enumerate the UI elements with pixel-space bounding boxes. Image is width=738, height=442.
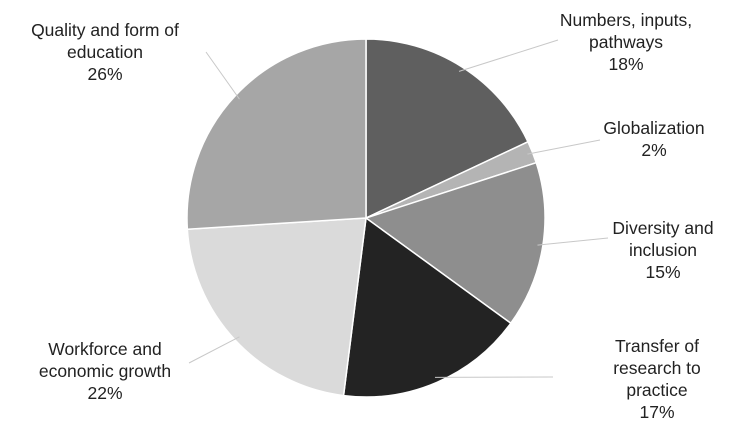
slice-percent-label: 17%: [639, 402, 674, 422]
slice-percent-label: 15%: [645, 262, 680, 282]
leader-line: [205, 51, 240, 100]
slice-name-label: practice: [626, 380, 687, 400]
pie-slice: [365, 38, 529, 220]
leader-line: [527, 139, 601, 155]
slice-percent-label: 26%: [87, 64, 122, 84]
slice-label: Workforce and economic growth 22%: [39, 339, 171, 403]
slice-name-label: education: [67, 42, 143, 62]
slice-label: Globalization 2%: [603, 118, 704, 160]
slice-label: Quality and form of education 26%: [31, 20, 179, 84]
slice-label: Diversity and inclusion 15%: [612, 218, 713, 282]
slice-name-label: inclusion: [629, 240, 697, 260]
slice-name-label: pathways: [589, 32, 663, 52]
slice-label: Transfer of research to practice 17%: [613, 336, 701, 422]
pie-slice: [186, 38, 367, 231]
slice-name-label: Transfer of: [615, 336, 699, 356]
leader-line: [458, 39, 559, 72]
slice-labels: Numbers, inputs, pathways 18% Globalization…: [31, 10, 714, 422]
slice-label: Numbers, inputs, pathways 18%: [560, 10, 692, 74]
leader-line: [188, 336, 240, 364]
slice-name-label: Diversity and: [612, 218, 713, 238]
slice-name-label: Globalization: [603, 118, 704, 138]
slice-name-label: economic growth: [39, 361, 171, 381]
slice-percent-label: 2%: [641, 140, 666, 160]
pie-slices: [186, 38, 546, 398]
pie-slice: [186, 217, 367, 397]
slice-percent-label: 18%: [608, 54, 643, 74]
leader-lines: [188, 39, 609, 378]
leader-line: [537, 237, 609, 246]
slice-name-label: Quality and form of: [31, 20, 179, 40]
slice-name-label: research to: [613, 358, 701, 378]
slice-name-label: Numbers, inputs,: [560, 10, 692, 30]
pie-slice: [342, 216, 512, 398]
pie-slice: [364, 161, 546, 325]
slice-name-label: Workforce and: [48, 339, 161, 359]
slice-percent-label: 22%: [87, 383, 122, 403]
